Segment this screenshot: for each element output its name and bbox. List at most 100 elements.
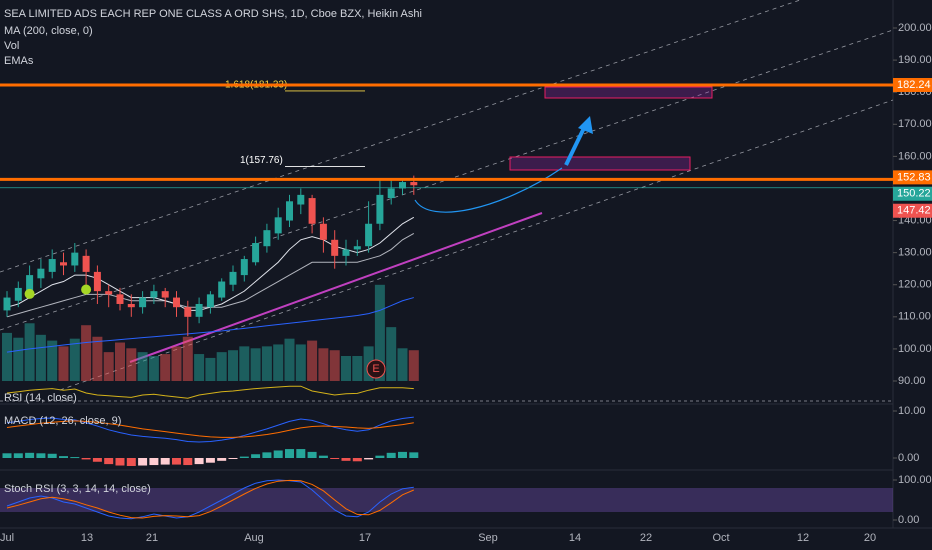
- x-tick-label: 20: [864, 532, 876, 544]
- macd-hist: [138, 458, 148, 466]
- fib-label: 1(157.76): [240, 155, 283, 166]
- macd-hist: [25, 452, 35, 458]
- candle-body: [150, 291, 158, 298]
- candle-body: [353, 246, 361, 250]
- y-tick-label: 130.00: [898, 247, 932, 259]
- indicator-label: Vol: [4, 40, 19, 52]
- volume-bar: [261, 346, 272, 381]
- candle-body: [297, 194, 305, 205]
- candle-body: [252, 243, 260, 263]
- volume-bar: [329, 350, 340, 381]
- volume-bar: [295, 344, 306, 381]
- volume-bar: [250, 348, 261, 381]
- macd-hist: [149, 458, 159, 466]
- candle-body: [399, 182, 406, 189]
- macd-hist: [104, 458, 114, 465]
- earnings-marker: [366, 359, 386, 379]
- macd-hist: [81, 458, 91, 460]
- candle-body: [286, 201, 293, 221]
- price-tag-label: 152.83: [897, 171, 931, 183]
- price-tag-label: 182.24: [897, 79, 931, 91]
- candle-body: [229, 271, 237, 285]
- y-tick-label: 120.00: [898, 279, 932, 291]
- target-box: [544, 86, 713, 99]
- y-tick-label: 0.00: [898, 514, 919, 526]
- macd-hist: [47, 453, 57, 458]
- pane-label: Stoch RSI (3, 3, 14, 14, close): [4, 483, 151, 495]
- candle-body: [173, 297, 180, 308]
- y-tick-label: 10.00: [898, 405, 926, 417]
- y-tick-label: 160.00: [898, 150, 932, 162]
- volume-bar: [126, 348, 137, 381]
- volume-bar: [115, 342, 125, 381]
- volume-bar: [216, 352, 227, 381]
- macd-hist: [194, 458, 204, 465]
- projection-curve: [414, 167, 563, 213]
- price-tag: [893, 203, 932, 218]
- volume-bar: [205, 357, 216, 381]
- macd-hist: [318, 455, 328, 458]
- indicator-label: EMAs: [4, 55, 34, 67]
- x-tick-label: 14: [569, 532, 581, 544]
- candle-body: [26, 275, 34, 292]
- volume-bar: [239, 346, 250, 381]
- price-tag-label: 150.22: [897, 188, 931, 200]
- candle-body: [116, 294, 124, 304]
- y-tick-label: 100.00: [898, 474, 932, 486]
- ma-line: [6, 297, 414, 353]
- pane-label: RSI (14, close): [4, 392, 77, 404]
- candle-body: [37, 268, 45, 279]
- macd-hist: [296, 449, 306, 458]
- macd-hist: [172, 458, 181, 465]
- candle-body: [331, 239, 339, 256]
- x-tick-label: Sep: [478, 532, 498, 544]
- candle-body: [263, 230, 271, 247]
- price-tag: [893, 186, 932, 201]
- volume-bar: [148, 355, 159, 381]
- volume-bar: [2, 332, 12, 381]
- candle-body: [206, 294, 214, 308]
- candle-body: [60, 262, 67, 266]
- candle-body: [218, 281, 226, 298]
- macd-hist: [160, 458, 170, 465]
- indicator-label: MA (200, close, 0): [4, 25, 93, 37]
- candle-body: [319, 223, 327, 240]
- x-tick-label: 21: [146, 532, 158, 544]
- macd-hist: [115, 458, 125, 466]
- channel-line: [59, 99, 894, 391]
- trend-line: [129, 212, 543, 363]
- volume-bar: [81, 325, 92, 381]
- x-tick-label: 13: [81, 532, 93, 544]
- volume-bar: [386, 327, 397, 381]
- stoch-k: [6, 479, 414, 520]
- candle-body: [82, 255, 90, 272]
- volume-bar: [194, 354, 205, 381]
- macd-hist: [364, 458, 374, 460]
- macd-hist: [386, 452, 396, 458]
- x-tick-label: Aug: [244, 532, 264, 544]
- arrow-head: [578, 116, 593, 134]
- macd-hist: [375, 455, 385, 458]
- candle-body: [127, 303, 135, 308]
- candle-body: [71, 252, 79, 266]
- price-tag: [893, 170, 932, 185]
- macd-hist: [409, 452, 419, 458]
- y-tick-label: 90.00: [898, 375, 926, 387]
- candle-body: [308, 198, 316, 224]
- macd-hist: [92, 458, 102, 462]
- macd-hist: [59, 456, 68, 458]
- volume-bar: [171, 346, 182, 381]
- candle-body: [161, 291, 169, 298]
- macd-macd: [6, 416, 414, 443]
- macd-hist: [285, 449, 294, 458]
- candle-body: [376, 194, 384, 224]
- volume-bar: [352, 355, 363, 381]
- macd-hist: [183, 458, 193, 466]
- volume-bar: [35, 334, 46, 381]
- y-tick-label: 170.00: [898, 118, 932, 130]
- ma-cross: [24, 288, 35, 299]
- candle-body: [93, 271, 101, 292]
- volume-bar: [160, 354, 171, 381]
